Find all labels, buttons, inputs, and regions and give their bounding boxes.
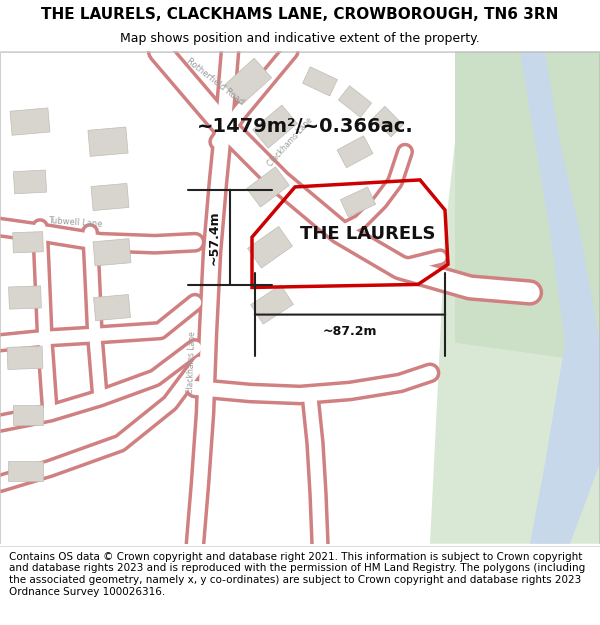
Polygon shape — [302, 67, 337, 96]
Text: Map shows position and indicative extent of the property.: Map shows position and indicative extent… — [120, 32, 480, 45]
Text: Clackhams Lane: Clackhams Lane — [266, 116, 314, 168]
Polygon shape — [253, 105, 297, 148]
Polygon shape — [8, 286, 41, 309]
Polygon shape — [7, 346, 43, 369]
Polygon shape — [337, 136, 373, 168]
Polygon shape — [224, 58, 272, 104]
Polygon shape — [340, 187, 376, 217]
Text: ~1479m²/~0.366ac.: ~1479m²/~0.366ac. — [197, 117, 413, 136]
Polygon shape — [13, 232, 43, 253]
Polygon shape — [7, 461, 43, 481]
Polygon shape — [247, 167, 289, 207]
Text: Clackhams Lane: Clackhams Lane — [187, 331, 197, 394]
Polygon shape — [10, 108, 50, 135]
Polygon shape — [94, 294, 130, 321]
Polygon shape — [93, 239, 131, 266]
Polygon shape — [13, 405, 43, 425]
Text: Rotherfield Road: Rotherfield Road — [185, 56, 245, 106]
Polygon shape — [430, 51, 600, 544]
Polygon shape — [248, 226, 292, 268]
Polygon shape — [13, 170, 47, 194]
Polygon shape — [91, 183, 129, 211]
Text: THE LAURELS, CLACKHAMS LANE, CROWBOROUGH, TN6 3RN: THE LAURELS, CLACKHAMS LANE, CROWBOROUGH… — [41, 7, 559, 22]
Text: Tubwell Lane: Tubwell Lane — [47, 216, 103, 229]
Text: THE LAURELS: THE LAURELS — [300, 225, 436, 243]
Polygon shape — [251, 285, 293, 324]
Polygon shape — [338, 86, 371, 118]
Polygon shape — [455, 51, 600, 363]
Polygon shape — [373, 106, 403, 137]
Text: ~57.4m: ~57.4m — [208, 210, 221, 264]
Polygon shape — [520, 51, 600, 544]
Polygon shape — [88, 127, 128, 156]
Text: ~87.2m: ~87.2m — [323, 325, 377, 338]
Text: Contains OS data © Crown copyright and database right 2021. This information is : Contains OS data © Crown copyright and d… — [9, 552, 585, 597]
